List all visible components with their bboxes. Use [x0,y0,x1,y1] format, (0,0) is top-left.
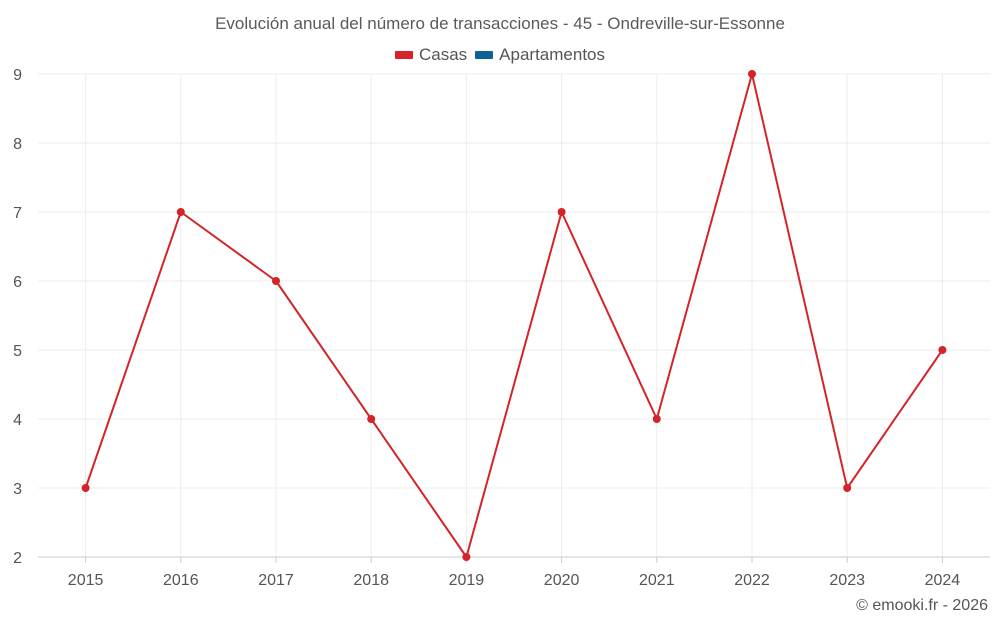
y-tick-label-6: 6 [13,274,22,291]
x-tick-label-2020: 2020 [544,572,580,589]
data-point-casas-2022 [748,70,756,78]
chart-title: Evolución anual del número de transaccio… [215,14,785,33]
x-tick-label-2022: 2022 [734,572,770,589]
y-axis-ticks: 2 3 4 5 6 7 8 9 [13,67,22,567]
x-axis-ticks: 2015 2016 2017 2018 2019 2020 2021 2022 2023 2024 [68,572,960,589]
series-layer [81,70,947,561]
y-tick-label-3: 3 [13,481,22,498]
data-point-casas-2024 [938,346,947,354]
data-point-casas-2021 [652,415,661,423]
y-tick-label-4: 4 [13,412,22,429]
x-tick-label-2015: 2015 [68,572,104,589]
legend: Casas Apartamentos [0,45,1000,65]
x-tick-label-2021: 2021 [639,572,675,589]
x-tick-label-2024: 2024 [925,572,961,589]
legend-item-apartamentos[interactable]: Apartamentos [475,45,605,65]
x-tick-label-2016: 2016 [163,572,199,589]
legend-label-apartamentos: Apartamentos [499,45,606,64]
y-tick-label-7: 7 [13,205,22,222]
data-point-casas-2023 [843,484,852,492]
x-tick-label-2017: 2017 [258,572,294,589]
data-point-casas-2017 [272,277,280,285]
x-tick-label-2019: 2019 [449,572,485,589]
legend-swatch-apartamentos [475,51,494,59]
data-point-casas-2019 [462,553,471,561]
data-point-casas-2016 [176,208,185,216]
data-point-casas-2015 [81,484,90,492]
y-tick-label-5: 5 [13,343,22,360]
data-point-casas-2020 [557,208,566,216]
x-tick-label-2018: 2018 [353,572,389,589]
y-tick-label-8: 8 [13,136,22,153]
series-line-casas [84,73,944,558]
legend-swatch-casas [394,51,413,59]
data-point-casas-2018 [367,415,376,423]
y-tick-label-2: 2 [13,550,22,567]
legend-label-casas: Casas [418,45,468,64]
x-tick-label-2023: 2023 [829,572,865,589]
legend-item-casas[interactable]: Casas [394,45,468,65]
grid-lines [38,73,990,563]
y-tick-label-9: 9 [13,67,22,84]
copyright-footer: © emooki.fr - 2026 [856,597,988,614]
